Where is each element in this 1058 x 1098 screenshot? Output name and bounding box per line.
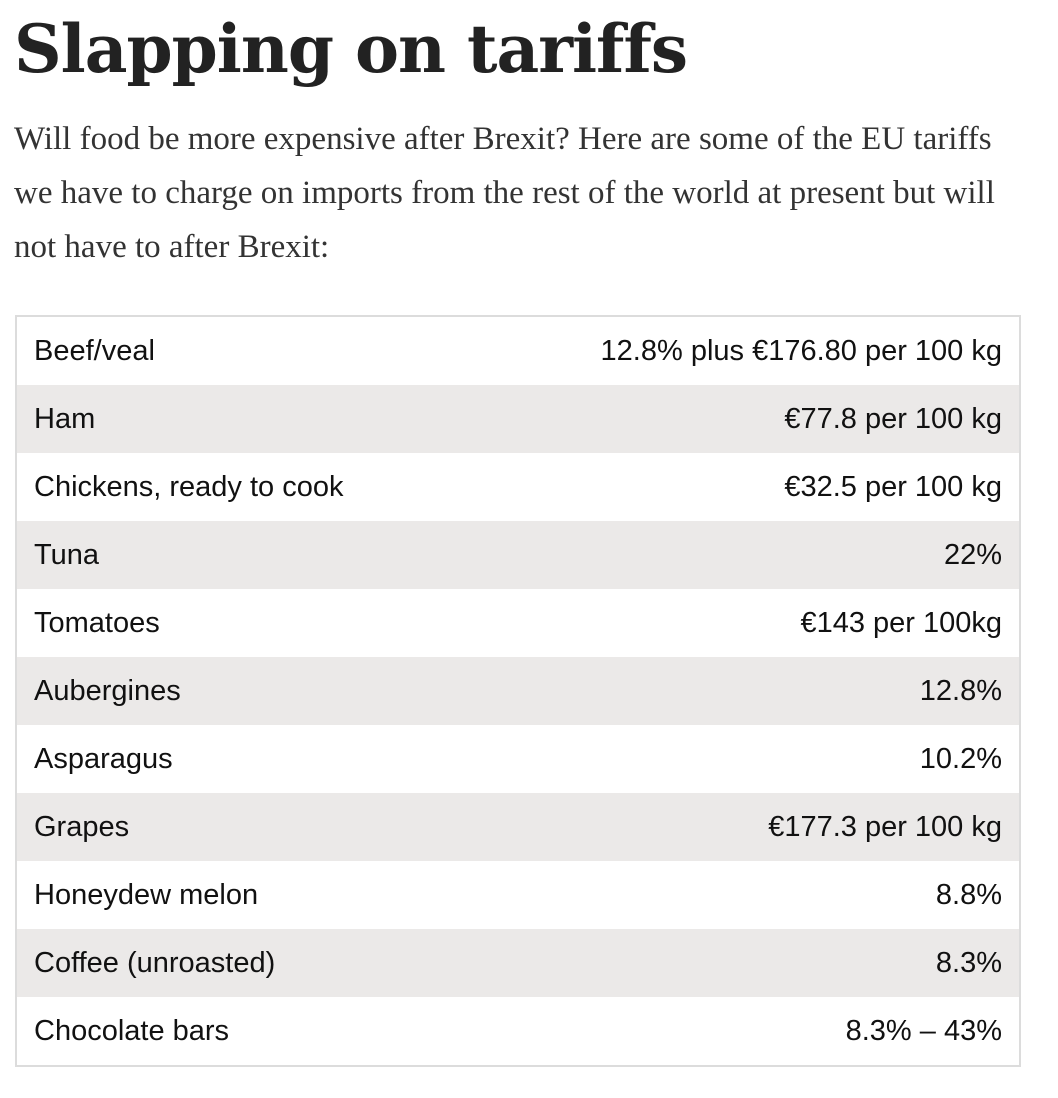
- tariff-rate: €177.3 per 100 kg: [768, 810, 1002, 843]
- headline: Slapping on tariffs: [14, 10, 688, 88]
- tariff-rate: 12.8%: [919, 674, 1002, 707]
- product-name: Aubergines: [34, 674, 181, 707]
- table-row: Chocolate bars 8.3% – 43%: [17, 997, 1019, 1065]
- product-name: Grapes: [34, 810, 130, 843]
- tariff-rate: €32.5 per 100 kg: [784, 470, 1002, 503]
- table-row: Tomatoes €143 per 100kg: [17, 589, 1019, 657]
- product-name: Asparagus: [34, 742, 173, 775]
- tariff-rate: 8.3% – 43%: [845, 1014, 1002, 1047]
- product-name: Coffee (unroasted): [34, 946, 276, 979]
- table-row: Tuna 22%: [17, 521, 1019, 589]
- tariff-rate: €77.8 per 100 kg: [784, 402, 1002, 435]
- product-name: Tomatoes: [34, 606, 160, 639]
- table-row: Ham €77.8 per 100 kg: [17, 385, 1019, 453]
- tariff-rate: 8.8%: [935, 878, 1002, 911]
- table-row: Chickens, ready to cook €32.5 per 100 kg: [17, 453, 1019, 521]
- product-name: Chocolate bars: [34, 1014, 230, 1047]
- table-row: Asparagus 10.2%: [17, 725, 1019, 793]
- product-name: Chickens, ready to cook: [34, 470, 344, 503]
- table-row: Grapes €177.3 per 100 kg: [17, 793, 1019, 861]
- intro-paragraph: Will food be more expensive after Brexit…: [14, 121, 995, 265]
- product-name: Honeydew melon: [34, 878, 259, 911]
- tariff-rate: 10.2%: [919, 742, 1002, 775]
- table-row: Coffee (unroasted) 8.3%: [17, 929, 1019, 997]
- tariff-rate: 12.8% plus €176.80 per 100 kg: [600, 334, 1002, 367]
- tariff-rate: €143 per 100kg: [800, 606, 1002, 639]
- table-row: Beef/veal 12.8% plus €176.80 per 100 kg: [17, 317, 1019, 385]
- table-row: Aubergines 12.8%: [17, 657, 1019, 725]
- table-row: Honeydew melon 8.8%: [17, 861, 1019, 929]
- product-name: Ham: [34, 402, 96, 435]
- tariff-rate: 22%: [943, 538, 1002, 571]
- product-name: Tuna: [34, 538, 100, 571]
- tariff-rate: 8.3%: [935, 946, 1002, 979]
- tariff-table: Beef/veal 12.8% plus €176.80 per 100 kg …: [15, 315, 1021, 1067]
- product-name: Beef/veal: [34, 334, 155, 367]
